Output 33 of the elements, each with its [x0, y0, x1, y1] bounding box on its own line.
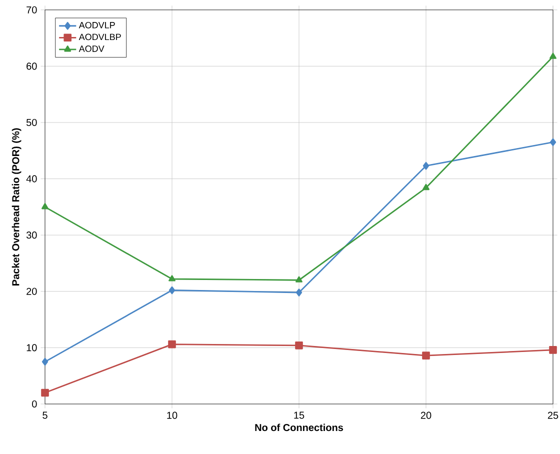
point — [422, 184, 430, 190]
point — [296, 276, 302, 282]
y-tick-label: 10 — [26, 344, 37, 352]
y-tick-label: 30 — [26, 232, 37, 239]
x-tick-label: 15 — [294, 412, 304, 419]
point — [42, 358, 48, 366]
legend-label: AODV — [78, 46, 104, 52]
point — [295, 342, 303, 350]
point — [168, 340, 176, 348]
point — [41, 388, 49, 397]
point — [550, 138, 556, 146]
point — [296, 288, 302, 296]
point — [422, 162, 430, 170]
y-axis-title: Packet Overhead Ratio (POR) (%) — [12, 128, 22, 286]
point — [549, 346, 557, 354]
x-axis-title: No of Connections — [255, 424, 344, 432]
y-tick-label: 0 — [32, 400, 37, 408]
legend-label: AODVLP — [78, 22, 115, 28]
x-tick-label: 20 — [420, 412, 432, 419]
point — [422, 352, 430, 360]
x-tick-label: 10 — [167, 412, 178, 419]
point — [168, 286, 176, 294]
point — [42, 203, 48, 210]
point — [168, 275, 176, 282]
y-tick-label: 40 — [26, 175, 37, 182]
legend-label: AODVLBP — [78, 34, 121, 40]
y-tick-label: 50 — [26, 118, 37, 126]
point — [550, 52, 556, 59]
y-tick-label: 60 — [26, 62, 37, 70]
y-tick-label: 20 — [26, 288, 37, 295]
x-tick-label: 25 — [548, 412, 558, 419]
x-tick-label: 5 — [42, 412, 48, 419]
y-tick-label: 70 — [26, 6, 37, 14]
